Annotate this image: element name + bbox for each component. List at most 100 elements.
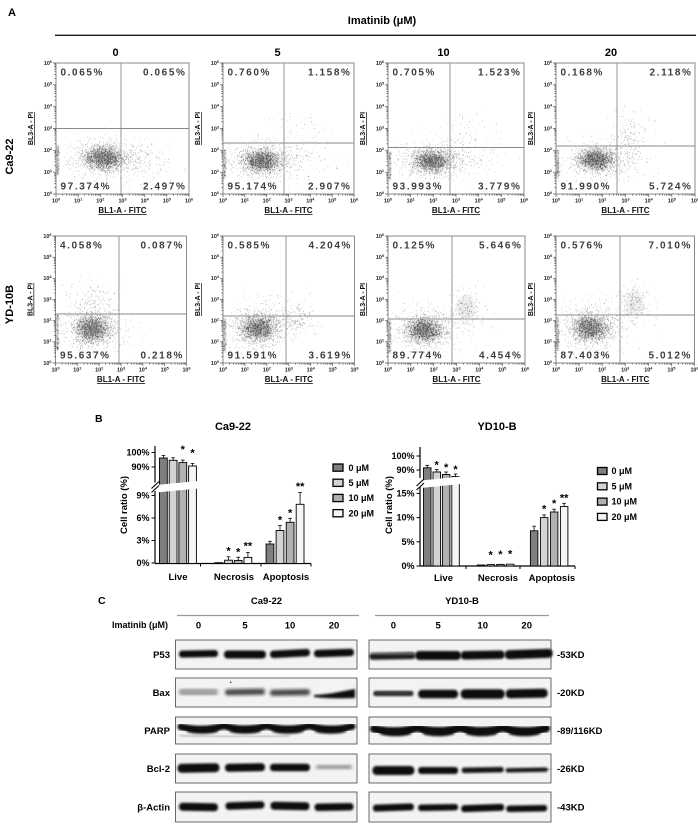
svg-text:104: 104: [544, 275, 553, 282]
svg-text:BL3-A - PI: BL3-A - PI: [360, 283, 367, 316]
svg-text:100: 100: [52, 198, 60, 205]
svg-text:91.990%: 91.990%: [561, 182, 612, 193]
svg-text:*: *: [181, 444, 186, 456]
svg-text:100: 100: [43, 360, 51, 367]
svg-text:BL1-A - FITC: BL1-A - FITC: [432, 375, 480, 384]
svg-text:*: *: [453, 464, 458, 476]
svg-text:100: 100: [51, 367, 59, 374]
svg-text:105: 105: [376, 254, 384, 261]
svg-text:0 μM: 0 μM: [612, 466, 633, 476]
svg-text:101: 101: [376, 339, 384, 346]
svg-text:106: 106: [376, 233, 384, 240]
svg-text:100: 100: [211, 191, 219, 198]
svg-text:*: *: [444, 462, 449, 474]
svg-text:-26KD: -26KD: [557, 764, 585, 775]
svg-text:-43KD: -43KD: [557, 803, 585, 814]
svg-text:102: 102: [43, 318, 51, 325]
svg-text:104: 104: [307, 367, 316, 374]
svg-text:105: 105: [498, 367, 506, 374]
svg-text:10%: 10%: [396, 513, 414, 523]
svg-text:105: 105: [329, 367, 337, 374]
svg-text:102: 102: [544, 318, 552, 325]
svg-text:BL1-A - FITC: BL1-A - FITC: [601, 206, 649, 215]
svg-text:102: 102: [96, 198, 104, 205]
svg-text:BL1-A - FITC: BL1-A - FITC: [98, 206, 146, 215]
svg-text:-20KD: -20KD: [557, 688, 585, 699]
svg-text:103: 103: [376, 125, 384, 132]
svg-text:2.118%: 2.118%: [650, 68, 693, 79]
svg-text:*: *: [508, 549, 513, 561]
svg-text:YD10-B: YD10-B: [477, 421, 516, 433]
svg-text:100: 100: [384, 198, 392, 205]
svg-text:105: 105: [668, 198, 676, 205]
svg-text:0.760%: 0.760%: [228, 68, 272, 79]
svg-text:*: *: [498, 549, 503, 561]
svg-text:102: 102: [211, 147, 219, 154]
svg-text:106: 106: [185, 198, 193, 205]
svg-text:104: 104: [475, 198, 484, 205]
svg-text:5: 5: [435, 621, 441, 632]
svg-text:103: 103: [211, 296, 219, 303]
svg-text:100: 100: [544, 360, 552, 367]
svg-text:104: 104: [475, 367, 484, 374]
svg-text:*: *: [278, 515, 283, 527]
svg-text:106: 106: [211, 233, 219, 240]
svg-text:0.705%: 0.705%: [393, 68, 437, 79]
svg-text:BL3-A - PI: BL3-A - PI: [360, 112, 367, 145]
svg-text:100: 100: [219, 367, 227, 374]
svg-text:20 μM: 20 μM: [612, 512, 638, 522]
svg-text:9%: 9%: [136, 491, 149, 501]
svg-text:105: 105: [211, 254, 219, 261]
svg-text:103: 103: [376, 296, 384, 303]
svg-text:*: *: [288, 508, 293, 520]
svg-text:Ca9-22: Ca9-22: [215, 421, 251, 433]
svg-text:Apoptosis: Apoptosis: [529, 573, 575, 584]
svg-text:10 μM: 10 μM: [349, 493, 375, 503]
svg-text:106: 106: [520, 198, 528, 205]
svg-text:YD10-B: YD10-B: [445, 596, 479, 607]
svg-text:*: *: [226, 546, 231, 558]
svg-text:BL1-A - FITC: BL1-A - FITC: [264, 206, 312, 215]
svg-text:20: 20: [605, 47, 617, 59]
svg-text:0.576%: 0.576%: [561, 241, 605, 252]
svg-text:1.523%: 1.523%: [478, 68, 522, 79]
svg-text:BL3-A - PI: BL3-A - PI: [28, 112, 35, 145]
svg-text:105: 105: [667, 367, 675, 374]
svg-text:10: 10: [437, 47, 449, 59]
svg-text:101: 101: [74, 198, 82, 205]
svg-text:89.774%: 89.774%: [393, 351, 444, 362]
svg-text:4.058%: 4.058%: [60, 241, 104, 252]
svg-text:15%: 15%: [396, 488, 414, 498]
svg-text:90%: 90%: [131, 462, 149, 472]
svg-text:**: **: [296, 481, 305, 493]
svg-text:103: 103: [117, 367, 125, 374]
svg-text:100: 100: [376, 360, 384, 367]
svg-text:BL3-A - PI: BL3-A - PI: [528, 112, 535, 145]
svg-text:7.010%: 7.010%: [648, 241, 692, 252]
svg-text:104: 104: [211, 104, 220, 111]
svg-text:101: 101: [73, 367, 81, 374]
svg-text:A: A: [8, 7, 16, 19]
svg-text:Necrosis: Necrosis: [478, 573, 518, 584]
svg-text:103: 103: [211, 125, 219, 132]
svg-text:5%: 5%: [401, 537, 414, 547]
svg-text:20: 20: [329, 621, 340, 632]
svg-text:0: 0: [112, 47, 118, 59]
svg-text:105: 105: [328, 198, 336, 205]
svg-text:102: 102: [44, 147, 52, 154]
svg-text:20: 20: [521, 621, 532, 632]
svg-text:YD-10B: YD-10B: [4, 285, 16, 324]
svg-text:101: 101: [575, 198, 583, 205]
svg-text:0.218%: 0.218%: [140, 351, 184, 362]
svg-text:1.158%: 1.158%: [308, 68, 352, 79]
svg-text:*: *: [489, 550, 494, 562]
svg-text:102: 102: [598, 198, 606, 205]
svg-text:103: 103: [452, 198, 460, 205]
svg-text:3.619%: 3.619%: [308, 351, 352, 362]
svg-text:0.168%: 0.168%: [561, 68, 605, 79]
svg-text:95.174%: 95.174%: [228, 182, 279, 193]
svg-text:103: 103: [452, 367, 460, 374]
svg-text:5.012%: 5.012%: [648, 351, 692, 362]
svg-text:5.646%: 5.646%: [479, 241, 523, 252]
svg-text:0.087%: 0.087%: [140, 241, 184, 252]
